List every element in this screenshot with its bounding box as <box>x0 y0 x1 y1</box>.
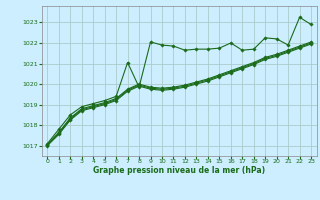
X-axis label: Graphe pression niveau de la mer (hPa): Graphe pression niveau de la mer (hPa) <box>93 166 265 175</box>
